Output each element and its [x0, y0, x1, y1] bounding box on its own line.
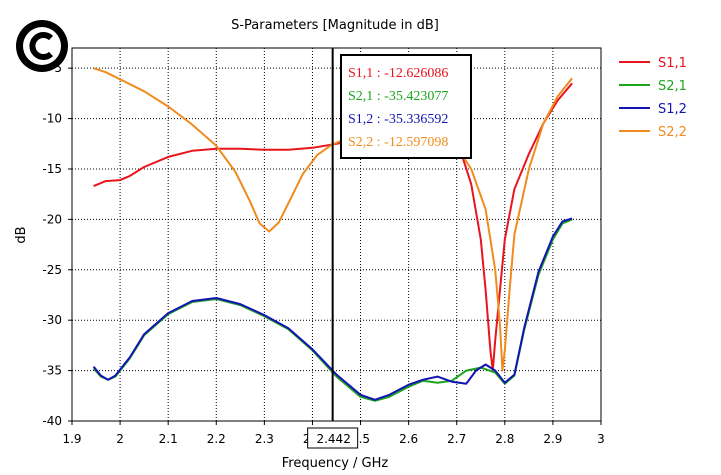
x-tick-label: 2.6 [399, 432, 418, 446]
legend-label-S2-1: S2,1 [658, 79, 687, 94]
y-tick-label: -25 [42, 263, 62, 277]
annotation-S1-2: S1,2 : -35.336592 [348, 112, 448, 127]
marker-x-label: 2.442 [307, 427, 359, 449]
annotation-S2-2: S2,2 : -12.597098 [348, 135, 448, 150]
x-tick-label: 3 [597, 432, 605, 446]
marker-value-box: S1,1 : -12.626086 S2,1 : -35.423077 S1,2 :… [340, 54, 472, 159]
copyright-icon [16, 20, 68, 72]
grid [72, 48, 601, 421]
y-tick-label: -30 [42, 313, 62, 327]
y-tick-label: -35 [42, 364, 62, 378]
chart-title: S-Parameters [Magnitude in dB] [231, 18, 439, 33]
annotation-S2-1: S2,1 : -35.423077 [348, 89, 448, 104]
legend-label-S2-2: S2,2 [658, 125, 687, 140]
x-tick-label: 2.3 [255, 432, 274, 446]
y-tick-label: -40 [42, 414, 62, 428]
y-tick-label: -20 [42, 212, 62, 226]
marker-x-value: 2.442 [316, 432, 350, 446]
y-axis-ticks: -5 -10 -15 -20 -25 -30 -35 -40 [42, 61, 72, 428]
legend: S1,1 S2,1 S1,2 S2,2 [619, 56, 687, 140]
y-tick-label: -10 [42, 112, 62, 126]
x-tick-label: 2.1 [159, 432, 178, 446]
series-line-S1-2 [92, 217, 573, 401]
x-tick-label: 2.8 [495, 432, 514, 446]
y-tick-label: -5 [50, 61, 62, 75]
x-tick-label: 2.7 [447, 432, 466, 446]
x-tick-label: 2 [116, 432, 124, 446]
plot-border [71, 47, 602, 422]
y-tick-label: -15 [42, 162, 62, 176]
x-axis-label: Frequency / GHz [282, 456, 389, 471]
legend-label-S1-2: S1,2 [658, 102, 687, 117]
annotation-S1-1: S1,1 : -12.626086 [348, 66, 448, 81]
x-tick-label: 2.9 [543, 432, 562, 446]
y-axis-label: dB [14, 226, 29, 243]
legend-label-S1-1: S1,1 [658, 56, 687, 71]
plot-area [72, 48, 601, 421]
x-tick-label: 2.2 [207, 432, 226, 446]
x-tick-label: 1.9 [62, 432, 81, 446]
